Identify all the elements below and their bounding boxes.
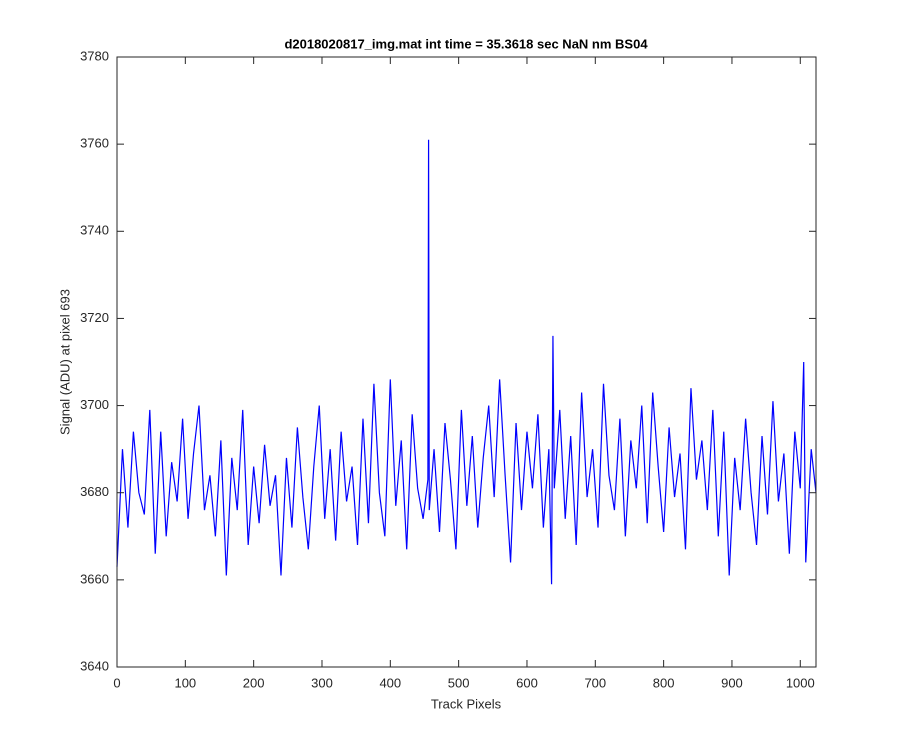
y-axis-label: Signal (ADU) at pixel 693 <box>57 289 72 435</box>
y-tick-label: 3720 <box>80 310 109 325</box>
x-tick-label: 800 <box>653 675 675 690</box>
y-tick-label: 3680 <box>80 484 109 499</box>
plot-area <box>117 57 816 667</box>
y-tick-label: 3700 <box>80 397 109 412</box>
x-tick-label: 900 <box>721 675 743 690</box>
chart-title: d2018020817_img.mat int time = 35.3618 s… <box>284 36 648 51</box>
x-tick-label: 100 <box>174 675 196 690</box>
y-tick-label: 3640 <box>80 658 109 673</box>
y-tick-label: 3780 <box>80 48 109 63</box>
x-tick-label: 500 <box>448 675 470 690</box>
y-tick-label: 3740 <box>80 223 109 238</box>
x-tick-label: 600 <box>516 675 538 690</box>
x-axis-label: Track Pixels <box>431 696 502 711</box>
axes-box <box>116 56 817 668</box>
x-tick-label: 200 <box>243 675 265 690</box>
x-tick-label: 700 <box>584 675 606 690</box>
x-tick-label: 0 <box>113 675 120 690</box>
x-tick-label: 1000 <box>786 675 815 690</box>
y-tick-label: 3660 <box>80 571 109 586</box>
data-line <box>116 139 817 585</box>
y-tick-label: 3760 <box>80 136 109 151</box>
x-tick-label: 400 <box>379 675 401 690</box>
x-tick-label: 300 <box>311 675 333 690</box>
